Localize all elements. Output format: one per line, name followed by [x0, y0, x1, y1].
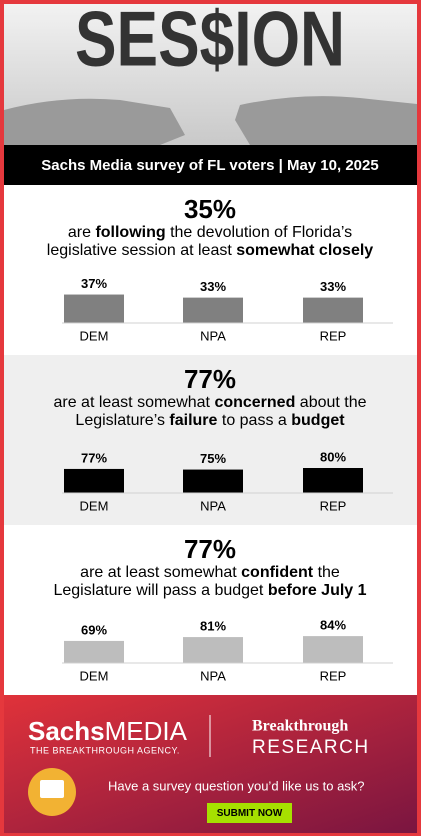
bar — [303, 636, 363, 663]
bar — [64, 640, 124, 663]
section-background — [4, 185, 417, 355]
subtitle-emphasis: failure — [169, 412, 217, 429]
partner-top: Breakthrough — [252, 718, 348, 735]
survey-icon-card — [40, 780, 64, 798]
subtitle-emphasis: following — [95, 224, 165, 241]
submit-button-label[interactable]: SUBMIT NOW — [217, 808, 283, 819]
bar — [183, 469, 243, 493]
subtitle-text: are at least somewhat — [53, 394, 214, 411]
prompt: Have a survey question you’d like us to … — [108, 778, 365, 793]
submit-button[interactable] — [207, 803, 292, 823]
subtitle-text: are — [68, 224, 96, 241]
subtitle-text: are at least somewhat — [80, 564, 241, 581]
category-label: REP — [320, 328, 347, 343]
subtitle-text: to pass a — [217, 412, 291, 429]
category-label: REP — [320, 498, 347, 513]
bar — [303, 297, 363, 323]
banner — [4, 145, 417, 185]
subtitle-text: legislative session at least — [47, 242, 236, 259]
partner-bottom: RESEARCH — [252, 737, 370, 758]
brand: SachsMEDIA — [28, 716, 188, 746]
logo-text: SES$ION — [75, 0, 345, 83]
value-label: 81% — [200, 619, 226, 634]
value-label: 33% — [200, 279, 226, 294]
headline: 77% — [184, 364, 236, 394]
subtitle-emphasis: budget — [291, 412, 345, 429]
value-label: 84% — [320, 618, 346, 633]
section-background — [4, 355, 417, 525]
subtitle-line: are at least somewhat confident the — [80, 564, 340, 581]
value-label: 69% — [81, 622, 107, 637]
headline: 77% — [184, 534, 236, 564]
value-label: 80% — [320, 449, 346, 464]
subtitle-text: the devolution of Florida’s — [166, 224, 352, 241]
subtitle-line: legislative session at least somewhat cl… — [47, 242, 373, 259]
category-label: NPA — [200, 668, 226, 683]
category-label: NPA — [200, 498, 226, 513]
value-label: 33% — [320, 279, 346, 294]
value-label: 77% — [81, 450, 107, 465]
brand-bold: Sachs — [28, 716, 105, 746]
banner-text: Sachs Media survey of FL voters | May 10… — [41, 157, 378, 174]
bar — [64, 468, 124, 493]
bar — [64, 294, 124, 323]
subtitle-emphasis: concerned — [214, 394, 295, 411]
subtitle-line: Legislature’s failure to pass a budget — [75, 412, 345, 429]
subtitle-emphasis: before July 1 — [268, 582, 367, 599]
subtitle-line: are following the devolution of Florida’… — [68, 224, 352, 241]
cliff-left — [4, 98, 185, 145]
bar — [183, 637, 243, 663]
subtitle-text: the — [313, 564, 340, 581]
category-label: REP — [320, 668, 347, 683]
section-background — [4, 525, 417, 695]
subtitle-text: Legislature’s — [75, 412, 169, 429]
bar — [303, 468, 363, 493]
category-label: DEM — [80, 328, 109, 343]
subtitle-text: about the — [295, 394, 366, 411]
subtitle-text: Legislature will pass a budget — [53, 582, 267, 599]
subtitle-emphasis: confident — [241, 564, 314, 581]
tagline: THE BREAKTHROUGH AGENCY. — [30, 745, 180, 755]
subtitle-emphasis: somewhat closely — [236, 242, 373, 259]
cliff-right — [235, 96, 417, 145]
category-label: DEM — [80, 668, 109, 683]
value-label: 75% — [200, 451, 226, 466]
category-label: DEM — [80, 498, 109, 513]
value-label: 37% — [81, 276, 107, 291]
category-label: NPA — [200, 328, 226, 343]
subtitle-line: are at least somewhat concerned about th… — [53, 394, 366, 411]
charts: 35%are following the devolution of Flori… — [4, 185, 417, 695]
subtitle-line: Legislature will pass a budget before Ju… — [53, 582, 366, 599]
bar — [183, 297, 243, 323]
brand-light: MEDIA — [105, 716, 188, 746]
headline: 35% — [184, 194, 236, 224]
